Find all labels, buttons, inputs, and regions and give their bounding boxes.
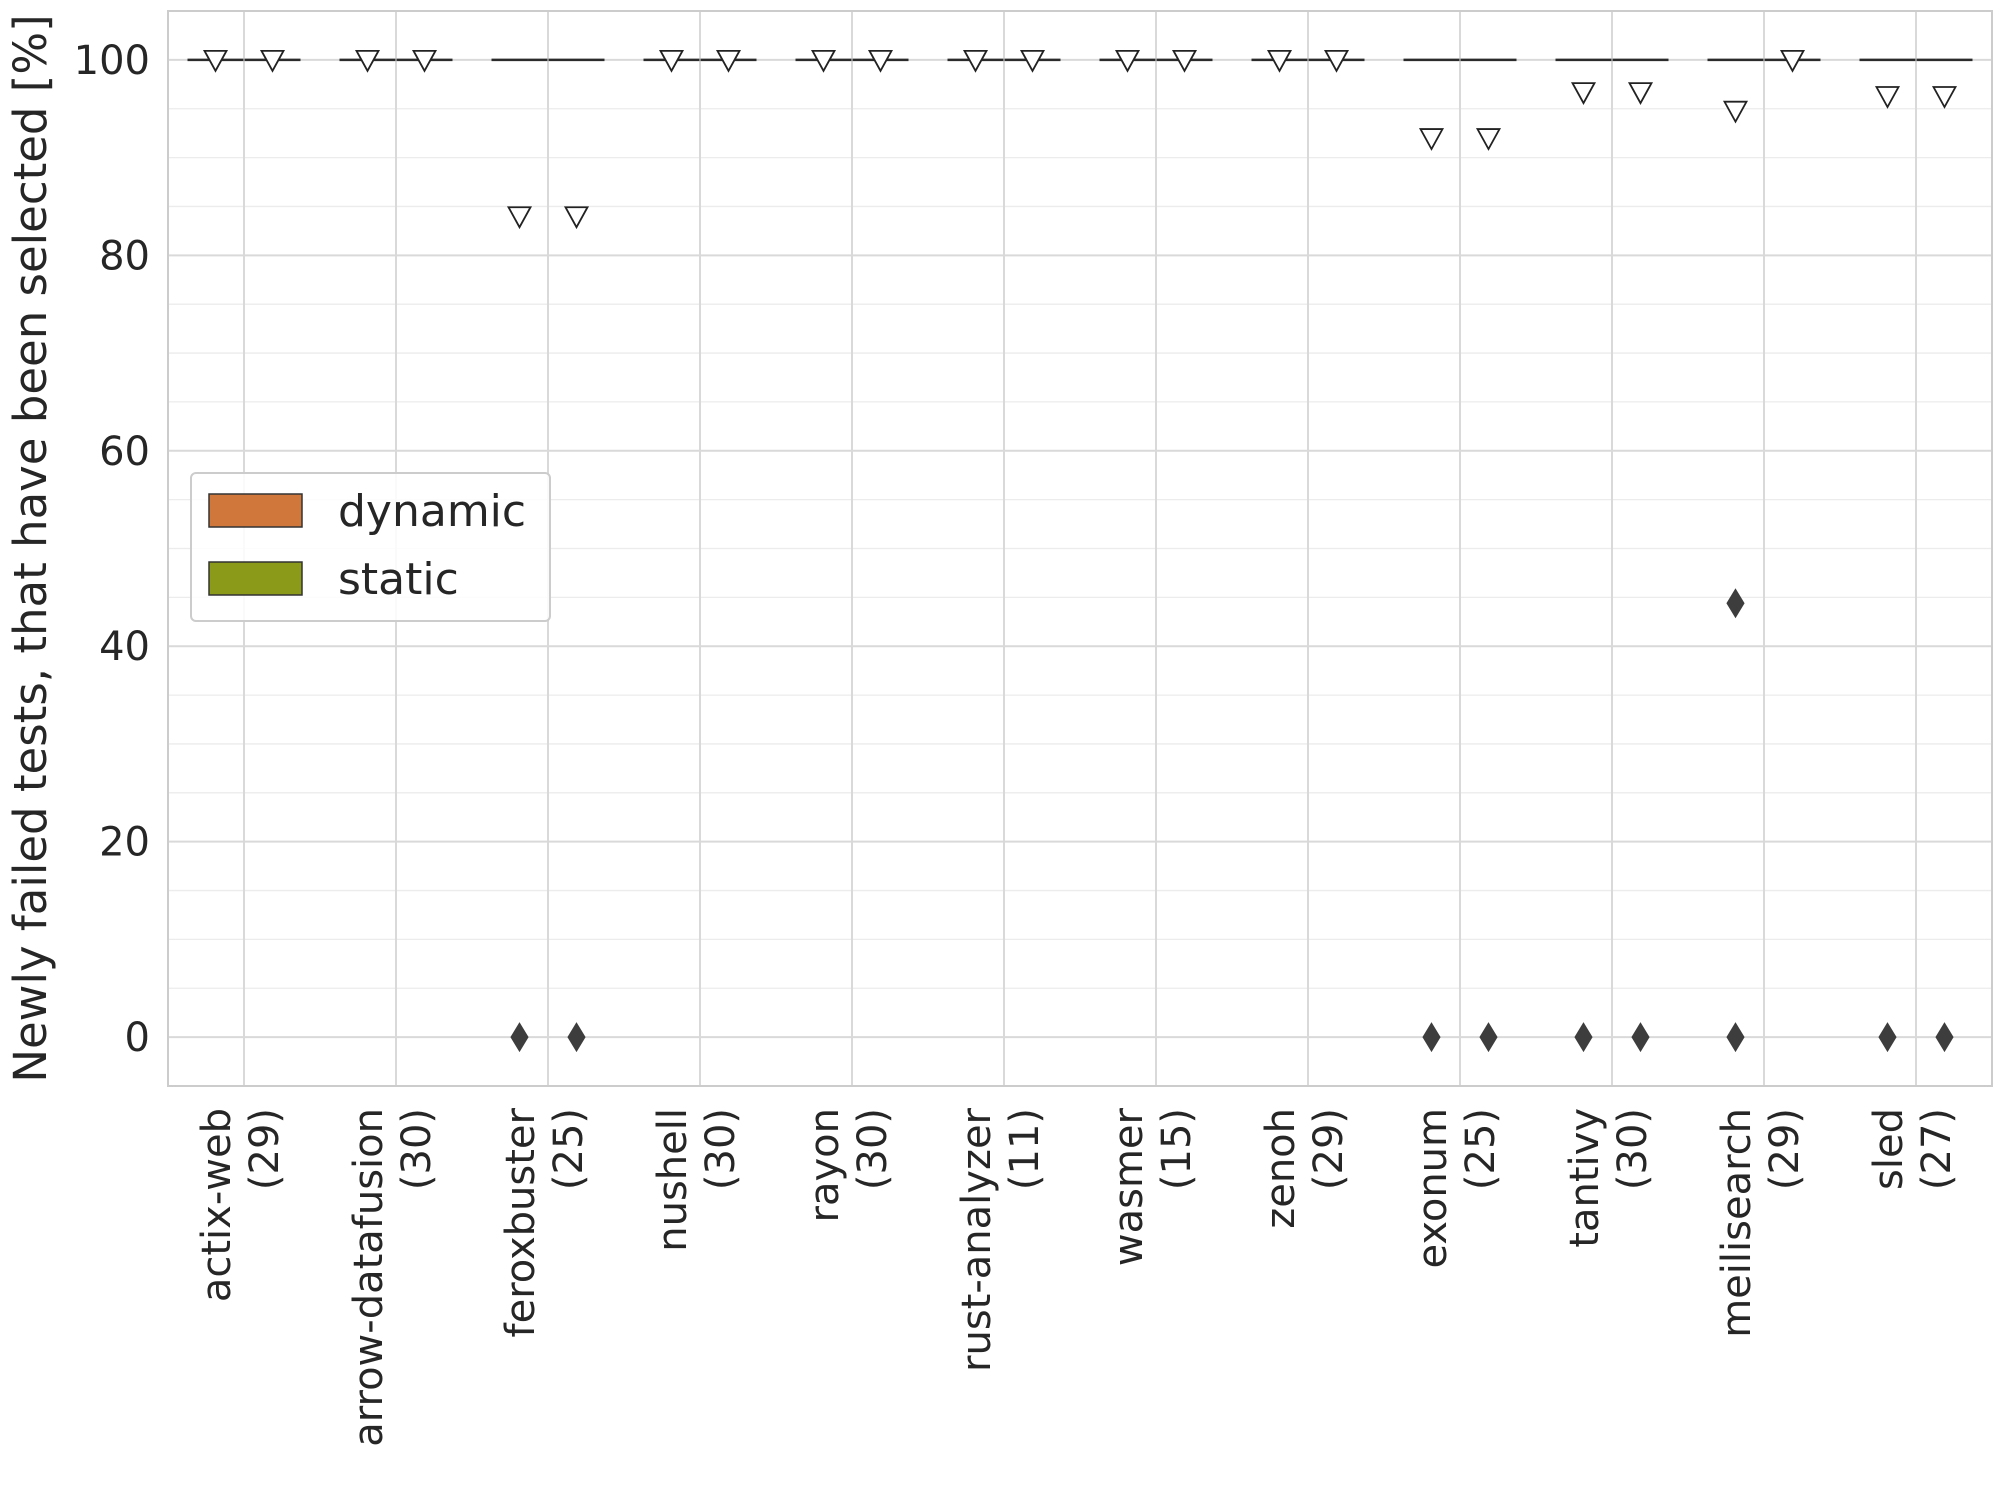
x-tick-label-line: (27) <box>1914 1108 1960 1190</box>
y-axis-title: Newly failed tests, that have been selec… <box>4 14 57 1082</box>
mean-marker-dynamic <box>1722 100 1749 124</box>
mean-marker-static <box>1779 49 1806 73</box>
x-tick-label-line: (15) <box>1154 1108 1200 1190</box>
x-tick-label-line: rust-analyzer <box>954 1107 1000 1372</box>
mean-marker-dynamic <box>1418 128 1445 151</box>
x-tick-label: rayon (30) <box>802 1108 896 1222</box>
x-tick-label-line: (30) <box>850 1108 896 1190</box>
y-tick-label: 100 <box>74 38 150 84</box>
x-tick-label-line: arrow-datafusion <box>346 1108 392 1447</box>
outlier-static <box>1479 1022 1498 1053</box>
mean-marker-static <box>259 49 286 73</box>
data-marks <box>187 49 1973 1053</box>
y-tick-label: 80 <box>99 233 150 279</box>
legend-label-dynamic: dynamic <box>338 486 526 537</box>
x-tick-label-line: (30) <box>1610 1108 1656 1190</box>
x-tick-label: exonum (25) <box>1410 1108 1504 1269</box>
x-tick-label-line: sled <box>1866 1108 1912 1190</box>
x-tick-label-line: exonum <box>1410 1108 1456 1269</box>
mean-marker-dynamic <box>658 49 685 73</box>
mean-marker-dynamic <box>1874 86 1901 109</box>
mean-marker-dynamic <box>1114 49 1141 73</box>
legend-swatch-static <box>208 561 303 596</box>
outlier-dynamic <box>1878 1022 1897 1053</box>
mean-marker-static <box>411 49 438 73</box>
x-tick-label-line: actix-web <box>194 1108 240 1302</box>
x-tick-label: nushell (30) <box>650 1108 744 1252</box>
mean-marker-dynamic <box>962 49 989 73</box>
mean-marker-static <box>715 49 742 73</box>
x-tick-label-line: (25) <box>546 1108 592 1190</box>
x-tick-label: arrow-datafusion (30) <box>346 1108 440 1447</box>
x-tick-label-line: meilisearch <box>1714 1108 1760 1338</box>
mean-marker-static <box>1323 49 1350 73</box>
outlier-dynamic <box>1726 1022 1745 1053</box>
plot-area-frame <box>167 10 1993 1087</box>
mean-marker-dynamic <box>202 49 229 73</box>
legend-swatch-dynamic <box>208 493 303 528</box>
y-tick-label: 0 <box>125 1015 150 1061</box>
x-tick-label: zenoh (29) <box>1258 1108 1352 1229</box>
mean-marker-dynamic <box>506 206 533 230</box>
outlier-static <box>567 1022 586 1053</box>
x-tick-label-line: (30) <box>394 1108 440 1190</box>
mean-marker-static <box>1627 82 1654 105</box>
x-tick-label-line: wasmer <box>1106 1107 1152 1266</box>
y-tick-label: 40 <box>99 624 150 670</box>
x-tick-label-line: nushell <box>650 1108 696 1252</box>
mean-marker-static <box>1171 49 1198 73</box>
x-tick-label-line: rayon <box>802 1108 848 1222</box>
x-tick-label-line: (29) <box>242 1108 288 1190</box>
outlier-static <box>1935 1022 1954 1053</box>
x-tick-label: actix-web (29) <box>194 1108 288 1302</box>
outlier-dynamic <box>1726 588 1745 619</box>
x-tick-label: sled (27) <box>1866 1108 1960 1190</box>
mean-marker-static <box>563 206 590 230</box>
mean-marker-static <box>1475 128 1502 151</box>
outlier-dynamic <box>510 1022 529 1053</box>
y-tick-label: 60 <box>99 429 150 475</box>
x-tick-label-line: feroxbuster <box>498 1107 544 1337</box>
outlier-dynamic <box>1574 1022 1593 1053</box>
x-tick-label: wasmer (15) <box>1106 1107 1200 1266</box>
x-tick-label-line: tantivy <box>1562 1108 1608 1248</box>
mean-marker-dynamic <box>810 49 837 73</box>
x-tick-label-line: (29) <box>1762 1108 1808 1190</box>
x-tick-label-line: (11) <box>1002 1108 1048 1190</box>
legend: dynamic static <box>190 472 551 622</box>
x-tick-label: feroxbuster (25) <box>498 1107 592 1337</box>
y-axis-ticks: 0 20 40 60 80 100 <box>74 38 150 1061</box>
mean-marker-dynamic <box>1570 82 1597 105</box>
outlier-dynamic <box>1422 1022 1441 1053</box>
x-tick-label: rust-analyzer (11) <box>954 1107 1048 1372</box>
x-tick-label-line: zenoh <box>1258 1108 1304 1229</box>
x-tick-label-line: (29) <box>1306 1108 1352 1190</box>
x-tick-label-line: (30) <box>698 1108 744 1190</box>
mean-marker-dynamic <box>1266 49 1293 73</box>
mean-marker-dynamic <box>354 49 381 73</box>
x-tick-label-line: (25) <box>1458 1108 1504 1190</box>
legend-label-static: static <box>338 554 459 605</box>
mean-marker-static <box>1019 49 1046 73</box>
y-tick-label: 20 <box>99 820 150 866</box>
x-tick-label: tantivy (30) <box>1562 1108 1656 1248</box>
x-tick-label: meilisearch (29) <box>1714 1108 1808 1338</box>
outlier-static <box>1631 1022 1650 1053</box>
mean-marker-static <box>867 49 894 73</box>
x-axis-ticks: actix-web (29) arrow-datafusion (30) feroxbu… <box>194 1107 1960 1446</box>
mean-marker-static <box>1931 86 1958 109</box>
